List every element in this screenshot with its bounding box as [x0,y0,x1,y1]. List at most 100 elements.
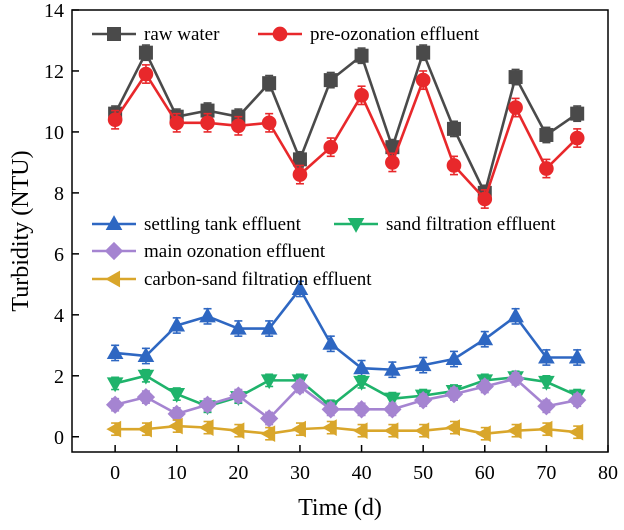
legend-marker [104,241,124,261]
series-line [114,377,578,420]
data-point [200,115,215,131]
data-point [476,330,494,346]
data-point [138,66,154,82]
data-point [168,388,186,403]
legend-marker [107,27,121,41]
data-point [568,423,584,441]
legend-entry-pre-ozonation-effluent: pre-ozonation effluent [258,24,480,45]
legend-label: main ozonation effluent [144,241,326,262]
data-point [321,419,337,436]
data-point [137,420,152,438]
x-tick-label: 40 [352,462,372,484]
data-point [475,377,494,396]
data-point [446,158,462,173]
data-point [137,369,155,385]
data-point [167,417,183,435]
x-tick-label: 30 [290,462,310,484]
data-point [262,76,277,91]
data-point [416,45,431,60]
data-point [261,115,277,131]
series-line [113,51,578,195]
series-layer [105,44,587,443]
data-point [292,167,308,182]
data-point [506,422,522,439]
data-point [414,422,430,439]
data-point [384,360,401,376]
data-point [136,387,156,407]
y-tick-label: 4 [54,305,64,327]
data-point [291,420,306,438]
legend-label: pre-ozonation effluent [310,24,480,45]
data-point [352,400,371,419]
data-point [106,377,124,393]
data-point [446,121,461,136]
data-point [508,70,523,85]
legend-marker [347,217,365,233]
legend-entry-settling-tank-effluent: settling tank effluent [92,214,302,235]
data-point [199,307,216,323]
data-point [198,395,217,414]
data-point [383,400,402,419]
legend-label: raw water [144,24,220,45]
data-point [107,112,123,128]
data-point [352,422,368,439]
data-point [539,161,554,176]
series-pre-ozonation-effluent [107,64,585,209]
x-tick-label: 70 [536,462,556,484]
data-point [229,422,245,439]
x-tick-label: 60 [475,462,495,484]
legend-label: carbon-sand filtration effluent [144,269,372,290]
x-tick-label: 80 [598,462,618,484]
data-point [260,319,278,335]
y-tick-label: 2 [54,366,64,388]
data-point [414,391,433,410]
y-axis-title: Turbidity (NTU) [8,150,34,311]
data-point [290,377,310,396]
series-line [115,424,578,436]
data-point [291,280,309,295]
data-point [198,419,214,436]
data-point [569,130,585,146]
axis-ticks: 0 10 20 30 40 50 60 70 80 0 2 4 6 8 10 12 14 [44,0,618,484]
data-point [322,334,340,350]
legend: raw water pre-ozonation effluent settling … [92,24,556,290]
data-point [570,106,585,121]
series-main-ozonation-effluent [105,369,587,428]
data-point [353,375,370,391]
series-carbon-sand-filtration-effluent [106,417,584,443]
data-point [138,45,153,60]
data-point [568,348,586,364]
data-point [137,347,155,363]
legend-label: sand filtration effluent [386,214,556,235]
data-point [106,344,124,359]
data-point [105,395,125,414]
legend-entry-sand-filtration-effluent: sand filtration effluent [334,214,556,235]
data-point [353,359,370,375]
data-point [414,356,432,372]
plot-area-frame [71,9,609,453]
data-point [508,100,523,115]
data-point [385,155,400,170]
data-point [230,319,247,335]
x-tick-label: 0 [110,462,120,484]
series-line [114,72,579,201]
data-point [537,420,553,438]
x-axis-title: Time (d) [298,495,382,521]
data-point [168,316,186,332]
series-line [114,374,578,408]
data-point [506,369,525,388]
legend-label: settling tank effluent [144,214,302,235]
legend-marker [105,215,123,231]
data-point [568,391,587,410]
series-line [114,287,578,371]
x-tick-label: 10 [167,462,187,484]
data-point [260,374,278,390]
x-tick-label: 20 [228,462,248,484]
data-point [169,115,185,131]
data-point [383,422,399,439]
data-point [539,127,554,142]
x-tick-label: 50 [413,462,433,484]
data-point [323,139,339,155]
legend-entry-main-ozonation-effluent: main ozonation effluent [92,241,326,262]
